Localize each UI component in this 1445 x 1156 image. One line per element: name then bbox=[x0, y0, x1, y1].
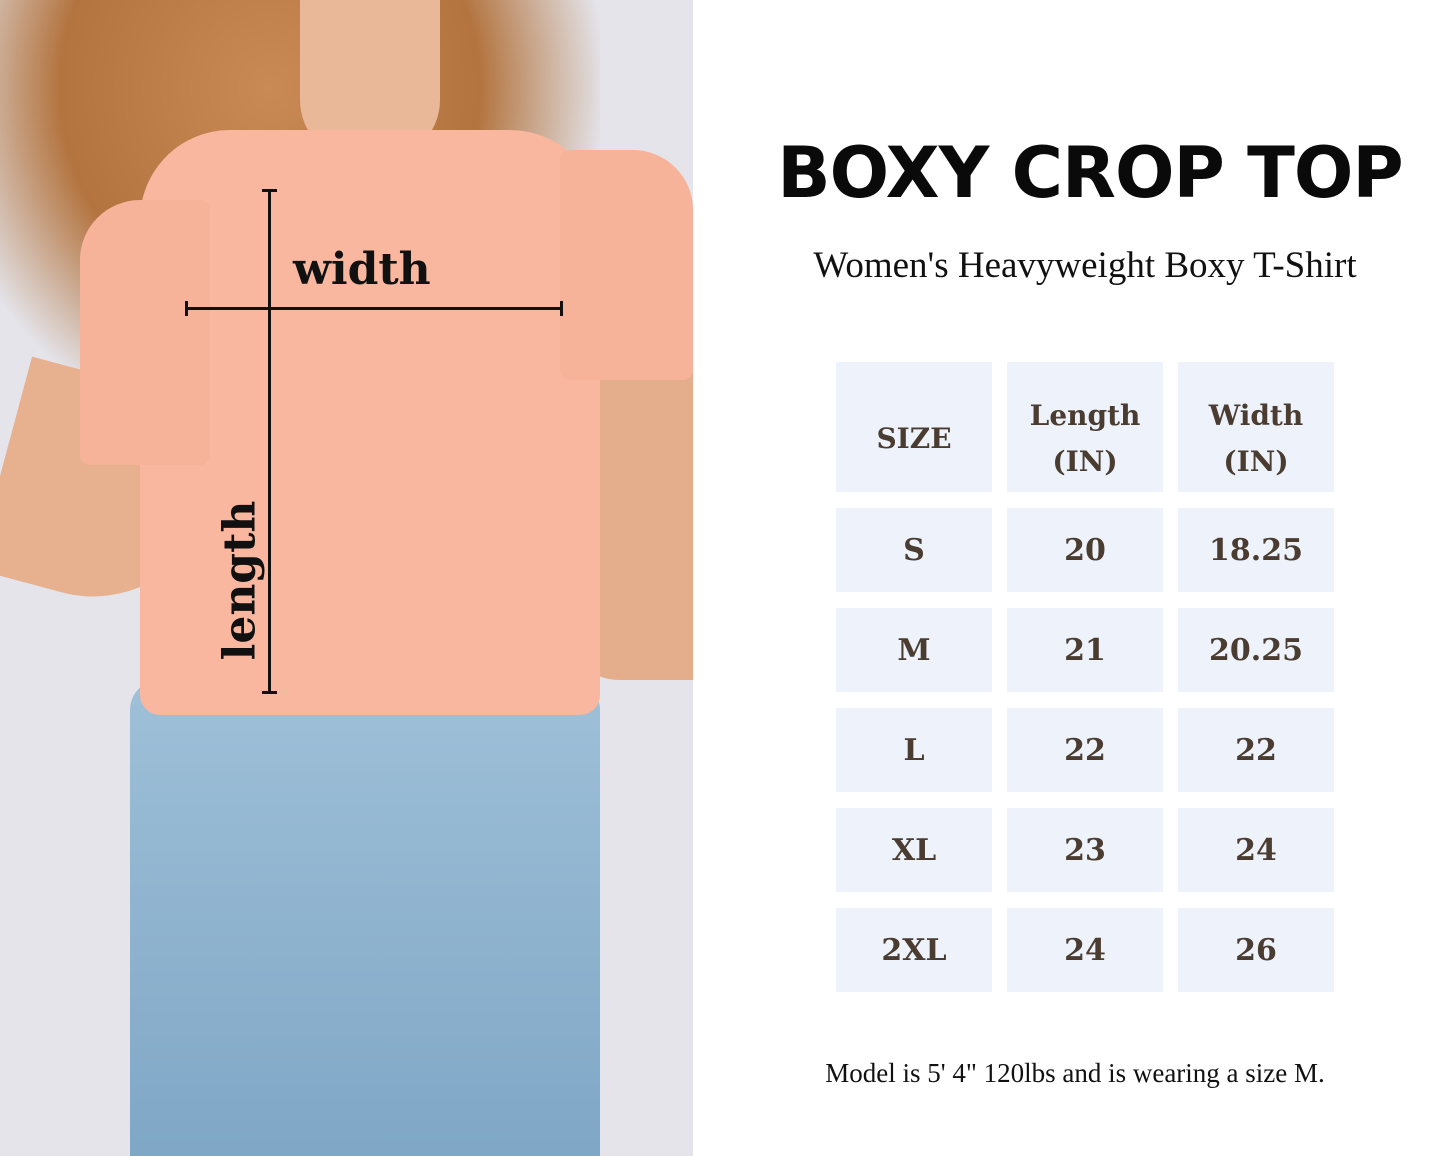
table-cell-length: 24 bbox=[1007, 908, 1163, 992]
width-measure-line bbox=[186, 307, 562, 310]
length-label: length bbox=[214, 500, 266, 661]
header-line: (IN) bbox=[1052, 445, 1118, 478]
table-cell-length: 23 bbox=[1007, 808, 1163, 892]
product-title: BOXY CROP TOP bbox=[777, 132, 1403, 214]
table-cell-size: 2XL bbox=[836, 908, 992, 992]
table-cell-size: M bbox=[836, 608, 992, 692]
header-line: Length bbox=[1029, 399, 1141, 432]
shirt bbox=[140, 130, 600, 715]
table-cell-length: 20 bbox=[1007, 508, 1163, 592]
table-cell-length: 22 bbox=[1007, 708, 1163, 792]
model-note: Model is 5' 4" 120lbs and is wearing a s… bbox=[825, 1058, 1325, 1088]
table-cell-width: 20.25 bbox=[1178, 608, 1334, 692]
table-cell-width: 26 bbox=[1178, 908, 1334, 992]
table-cell-size: L bbox=[836, 708, 992, 792]
length-measure-line bbox=[268, 190, 271, 693]
table-cell-width: 22 bbox=[1178, 708, 1334, 792]
header-size: SIZE bbox=[836, 362, 992, 492]
table-cell-width: 24 bbox=[1178, 808, 1334, 892]
sleeve-right bbox=[560, 150, 693, 380]
width-tick-right bbox=[560, 301, 563, 316]
width-label: width bbox=[293, 244, 431, 295]
model-photo: width length bbox=[0, 0, 693, 1156]
sleeve-left bbox=[80, 200, 210, 465]
product-subtitle: Women's Heavyweight Boxy T-Shirt bbox=[813, 245, 1357, 286]
width-tick-left bbox=[185, 301, 188, 316]
table-cell-width: 18.25 bbox=[1178, 508, 1334, 592]
header-line: Width bbox=[1208, 399, 1304, 432]
length-tick-top bbox=[262, 189, 277, 192]
header-length: Length (IN) bbox=[1007, 362, 1163, 492]
table-cell-size: S bbox=[836, 508, 992, 592]
header-width: Width (IN) bbox=[1178, 362, 1334, 492]
jeans bbox=[130, 680, 600, 1156]
header-line: (IN) bbox=[1223, 445, 1289, 478]
table-cell-size: XL bbox=[836, 808, 992, 892]
table-cell-length: 21 bbox=[1007, 608, 1163, 692]
length-tick-bottom bbox=[262, 691, 277, 694]
header-line: SIZE bbox=[876, 422, 952, 455]
